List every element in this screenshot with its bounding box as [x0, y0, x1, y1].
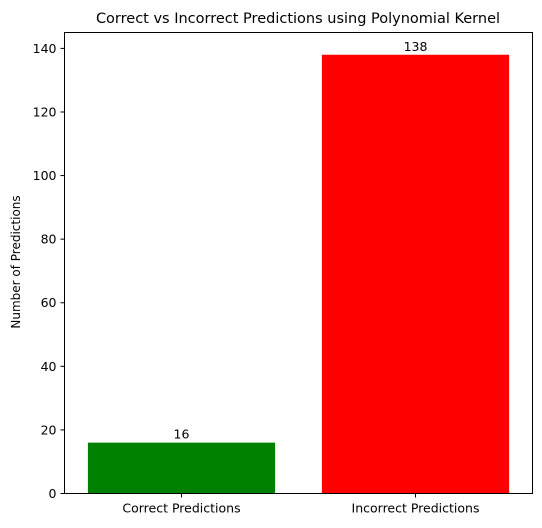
y-tick-label: 60: [41, 295, 57, 310]
x-tick-label: Correct Predictions: [122, 501, 240, 516]
bar-correct-predictions: [87, 442, 276, 494]
y-tick-label: 100: [33, 168, 57, 183]
bar-value-label: 138: [404, 39, 428, 54]
x-tick-label: Incorrect Predictions: [352, 501, 480, 516]
y-tick-label: 80: [41, 232, 57, 247]
chart-title: Correct vs Incorrect Predictions using P…: [96, 11, 500, 27]
y-tick-label: 40: [41, 359, 57, 374]
plot-area: 0 20 40 60 80 100 120 140 Correct Predictions 16 I…: [33, 39, 510, 516]
y-tick-label: 20: [41, 422, 57, 437]
y-tick-label: 0: [49, 486, 57, 501]
plot-frame: [64, 32, 533, 494]
bar-incorrect-predictions: [321, 54, 510, 494]
y-tick-label: 120: [33, 104, 57, 119]
bar-value-label: 16: [174, 427, 190, 442]
y-tick-label: 140: [33, 41, 57, 56]
y-axis-label: Number of Predictions: [9, 195, 23, 328]
